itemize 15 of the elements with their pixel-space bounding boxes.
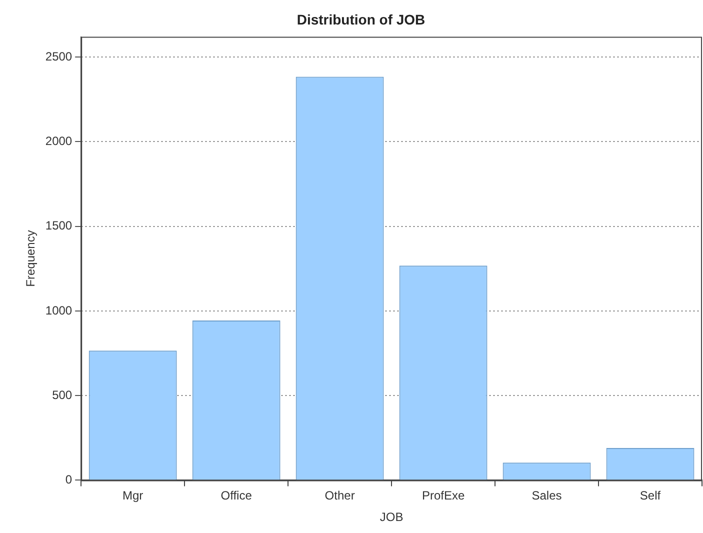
x-tick-label: Self (640, 488, 662, 503)
x-tick-label: ProfExe (422, 488, 465, 503)
y-tick-label: 0 (65, 472, 72, 487)
y-axis-title: Frequency (24, 230, 38, 287)
y-tick-label: 2500 (45, 49, 72, 64)
x-tick-label: Mgr (122, 488, 144, 503)
y-tick-label: 1000 (45, 303, 72, 318)
y-tick-label: 1500 (45, 218, 72, 233)
x-tick-label: Sales (532, 488, 562, 503)
x-tick-label: Office (220, 488, 252, 503)
y-tick-label: 500 (52, 388, 72, 402)
y-tick-label: 2000 (45, 134, 72, 148)
x-tick-label: Other (324, 488, 355, 503)
x-axis-title: JOB (380, 510, 404, 524)
chart-title: Distribution of JOB (296, 11, 426, 28)
